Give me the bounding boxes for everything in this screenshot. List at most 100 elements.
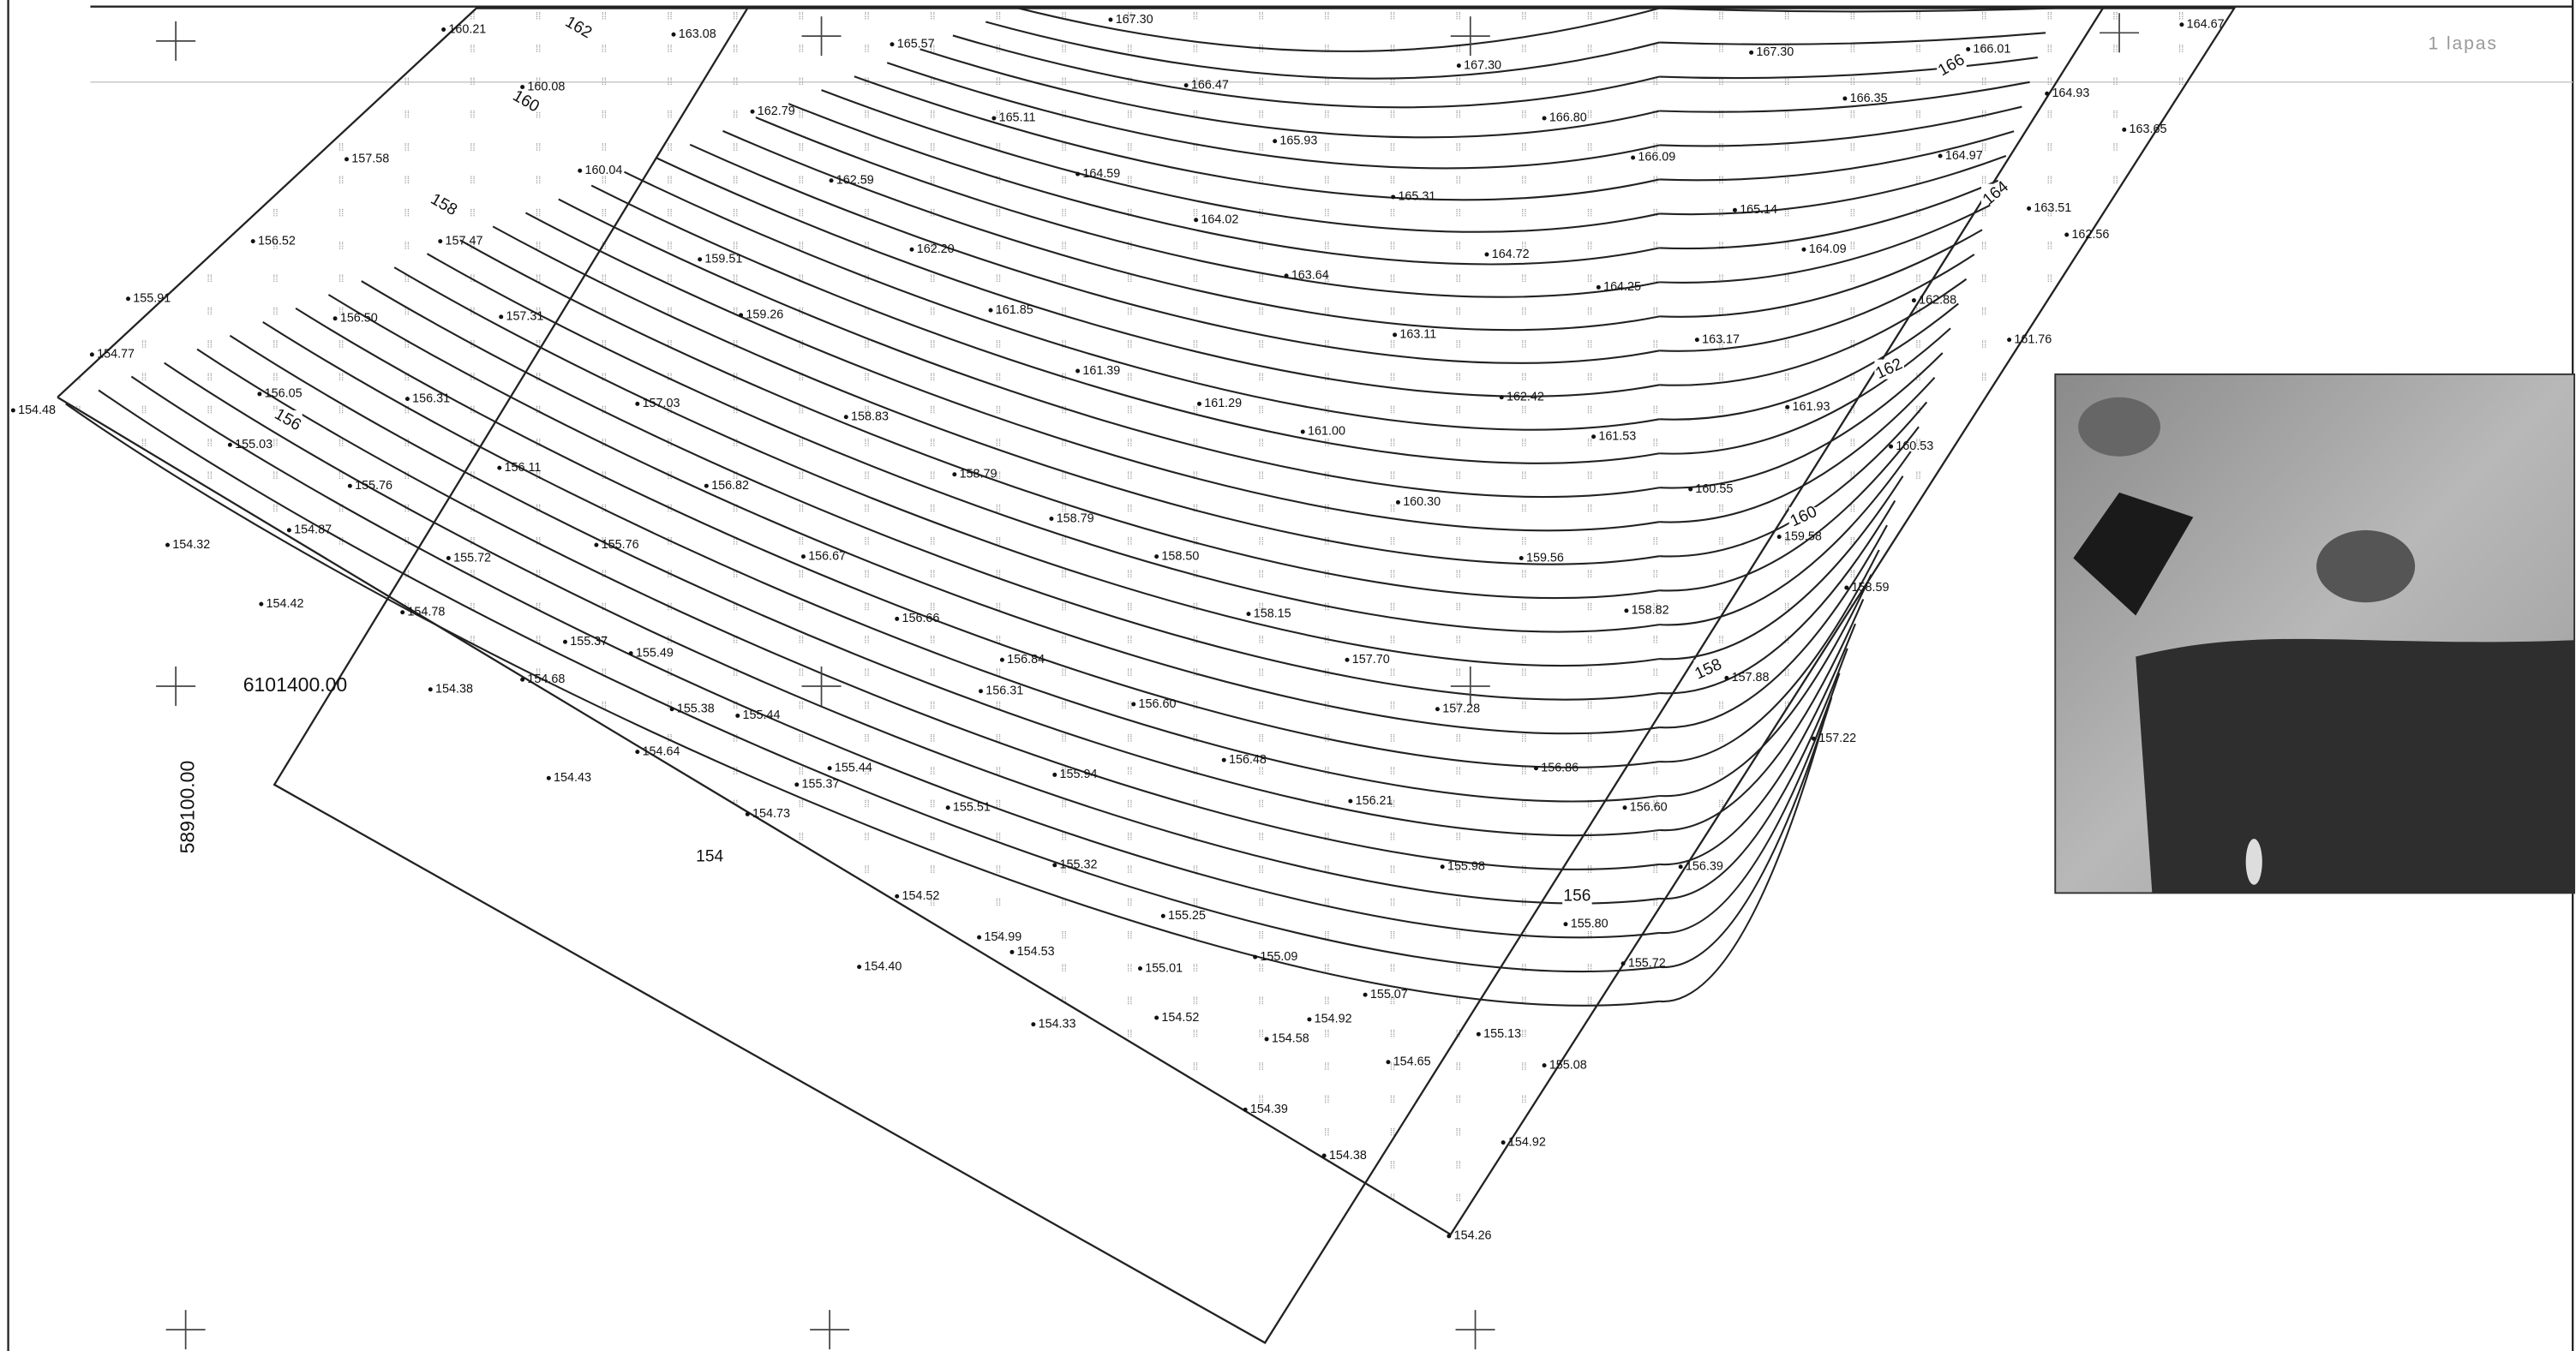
spot-dot: [1938, 153, 1943, 158]
contour-line: [1659, 179, 1999, 250]
contour-line: [98, 389, 1660, 973]
spot-dot: [10, 408, 15, 413]
spot-dot: [1253, 954, 1258, 959]
spot-height: 156.39: [1686, 860, 1723, 874]
contour-line: [1659, 549, 1880, 763]
spot-height: 156.86: [1541, 762, 1579, 775]
contour-line: [1659, 451, 1912, 626]
spot-dot: [1801, 247, 1806, 252]
contour-line: [558, 198, 1660, 498]
contour-line: [1659, 155, 2007, 216]
contour-label-bg: [694, 846, 725, 867]
photo-boat: [2245, 839, 2262, 885]
spot-dot: [1243, 1107, 1248, 1112]
spot-dot: [1284, 273, 1289, 278]
spot-height: 165.93: [1279, 135, 1317, 148]
contour-line: [1659, 499, 1896, 695]
spot-dot: [1842, 96, 1848, 101]
spot-dot: [441, 27, 446, 32]
spot-height: 160.08: [527, 80, 565, 93]
spot-height: 159.51: [704, 253, 742, 266]
spot-dot: [1785, 404, 1790, 409]
spot-dot: [1052, 863, 1057, 868]
spot-dot: [1776, 535, 1782, 540]
spot-height: 154.40: [864, 959, 902, 973]
spot-height: 156.50: [340, 312, 378, 326]
contour-line: [722, 129, 1660, 332]
spot-height: 163.08: [679, 27, 716, 41]
spot-dot: [2064, 232, 2070, 237]
spot-dot: [1009, 949, 1015, 954]
spot-dot: [1749, 50, 1754, 55]
spot-dot: [1221, 757, 1226, 762]
spot-dot: [671, 32, 676, 37]
spot-dot: [739, 313, 744, 318]
spot-height: 155.37: [802, 778, 840, 792]
spot-height: 164.67: [2187, 18, 2225, 32]
spot-height: 154.53: [1017, 945, 1055, 959]
contour-line: [130, 375, 1660, 939]
spot-dot: [1273, 139, 1278, 144]
parcel-boundary-2: [273, 7, 2104, 1344]
contour-line: [1018, 7, 1660, 52]
spot-height: 155.07: [1370, 988, 1408, 1001]
contour-line: [952, 34, 1660, 109]
contour-label-bg: [273, 410, 303, 431]
spot-dot: [628, 651, 633, 656]
spot-dot: [165, 542, 171, 547]
spot-dot: [259, 601, 264, 607]
spot-height: 156.31: [985, 684, 1023, 698]
spot-height: 154.38: [1329, 1149, 1367, 1163]
spot-height: 158.82: [1632, 604, 1669, 618]
contour-line: [1659, 327, 1951, 455]
contour-line: [426, 253, 1660, 633]
contour-line: [393, 266, 1660, 667]
spot-height: 164.25: [1603, 280, 1641, 294]
spot-dot: [520, 85, 525, 90]
contour-line: [1659, 278, 1968, 386]
spot-height: 161.93: [1793, 400, 1830, 414]
spot-height: 155.51: [953, 801, 991, 815]
spot-dot: [1196, 401, 1201, 406]
spot-height: 158.79: [1057, 511, 1094, 525]
spot-dot: [1137, 966, 1142, 971]
contour-line: [1659, 7, 2054, 13]
spot-height: 156.60: [1630, 801, 1668, 815]
spot-dot: [1811, 736, 1816, 741]
spot-dot: [594, 542, 599, 547]
spot-height: 166.35: [1850, 92, 1888, 105]
spot-height: 166.47: [1191, 78, 1229, 92]
contour-line: [262, 320, 1660, 803]
parcel-boundary: [57, 7, 2237, 1236]
spot-dot: [1447, 1234, 1452, 1239]
spot-dot: [1678, 864, 1683, 870]
spot-dot: [332, 316, 338, 321]
spot-height: 154.42: [267, 597, 304, 611]
northing-label: 6101400.00: [243, 673, 347, 696]
spot-height: 154.43: [554, 771, 591, 785]
spot-dot: [1889, 444, 1894, 449]
spot-height: 163.11: [1399, 328, 1436, 342]
contour-line: [1659, 721, 1824, 1002]
spot-height: 155.03: [235, 438, 273, 451]
spot-dot: [1456, 63, 1461, 69]
spot-height: 167.30: [1464, 58, 1501, 72]
spot-height: 154.73: [752, 807, 790, 821]
spot-height: 165.11: [999, 111, 1036, 125]
spot-height: 162.56: [2071, 228, 2109, 242]
spot-height: 154.26: [1454, 1229, 1492, 1243]
spot-height: 159.56: [1526, 551, 1564, 565]
contour-line: [1659, 32, 2046, 45]
spot-height: 154.33: [1039, 1017, 1076, 1031]
spot-height: 155.76: [602, 538, 639, 552]
contour-line: [886, 62, 1660, 170]
contour-line: [1659, 352, 1944, 489]
spot-dot: [979, 689, 983, 694]
spot-height: 161.29: [1204, 397, 1242, 410]
spot-dot: [952, 472, 957, 477]
spot-height: 164.72: [1492, 248, 1530, 261]
contour-line: [1659, 475, 1904, 661]
spot-height: 157.47: [446, 234, 483, 248]
spot-dot: [857, 965, 862, 970]
contour-line: [590, 184, 1660, 464]
